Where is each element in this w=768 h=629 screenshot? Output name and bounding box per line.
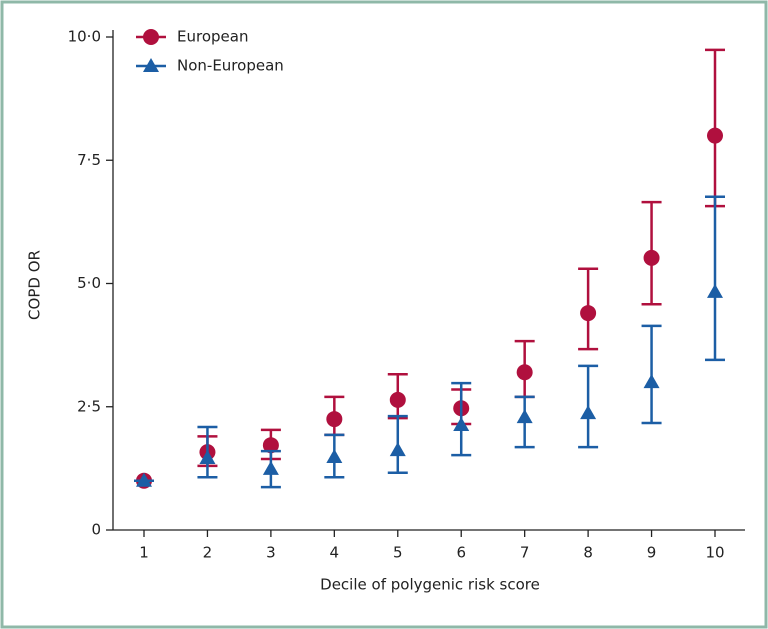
x-tick-label: 3 <box>266 544 276 562</box>
error-bar <box>705 195 725 362</box>
x-tick-label: 2 <box>203 544 213 562</box>
point <box>453 416 470 431</box>
y-tick-label: 7·5 <box>77 151 101 169</box>
x-tick-label: 9 <box>647 544 657 562</box>
point <box>580 305 597 322</box>
point <box>143 58 159 72</box>
y-tick-label: 2·5 <box>77 397 101 415</box>
x-tick-label: 4 <box>330 544 340 562</box>
y-tick-label: 5·0 <box>77 274 101 292</box>
point <box>199 450 216 465</box>
legend-label: European <box>177 28 248 46</box>
x-tick-label: 1 <box>139 544 149 562</box>
point <box>707 127 723 144</box>
point <box>326 411 343 428</box>
point <box>516 409 533 424</box>
point <box>262 437 279 454</box>
point <box>707 283 723 298</box>
x-tick-label: 5 <box>393 544 403 562</box>
y-tick-label: 0 <box>91 521 101 539</box>
x-axis-title: Decile of polygenic risk score <box>320 576 540 594</box>
x-tick-label: 6 <box>456 544 466 562</box>
point <box>643 249 660 266</box>
y-axis-title: COPD OR <box>26 250 44 320</box>
point <box>643 374 660 389</box>
point <box>136 472 152 487</box>
x-tick-label: 10 <box>705 544 724 562</box>
legend-label: Non-European <box>177 57 284 75</box>
x-tick-label: 7 <box>520 544 530 562</box>
point <box>389 442 406 457</box>
point <box>580 405 597 420</box>
x-tick-label: 8 <box>583 544 593 562</box>
point <box>143 29 159 45</box>
point <box>389 391 406 408</box>
point <box>262 460 279 475</box>
point <box>516 364 533 381</box>
point <box>326 449 343 464</box>
y-tick-label: 10·0 <box>68 28 101 46</box>
